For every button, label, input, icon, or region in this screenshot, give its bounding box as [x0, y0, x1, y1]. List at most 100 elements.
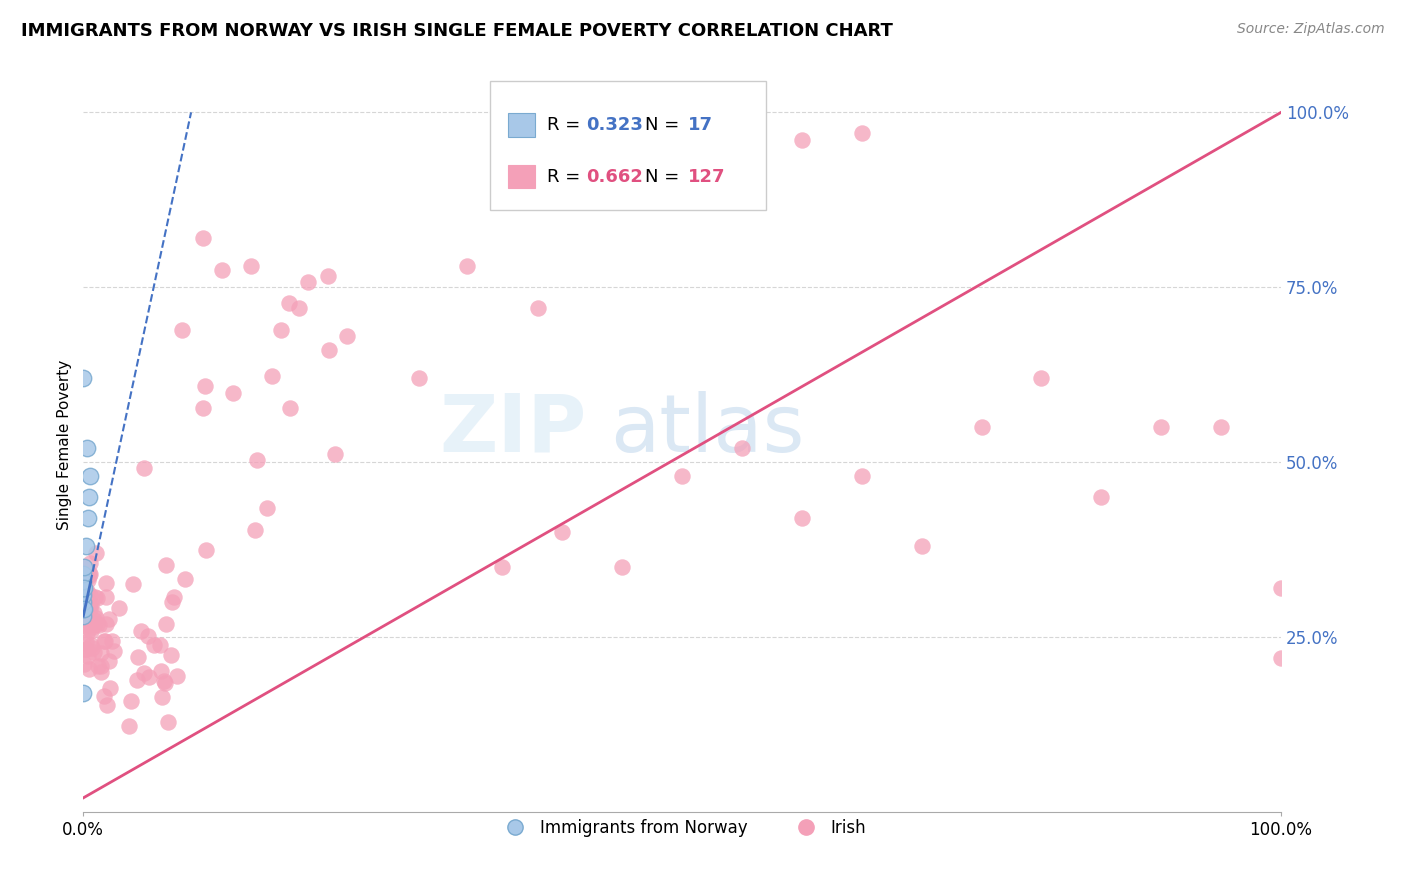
Point — [491, 560, 513, 574]
Legend: Immigrants from Norway, Irish: Immigrants from Norway, Irish — [491, 813, 873, 844]
Point — [75, 609, 97, 624]
Point — [166, 669, 188, 683]
Point — [245, 453, 267, 467]
Point — [456, 260, 478, 274]
Point — [72, 609, 94, 624]
Point — [277, 295, 299, 310]
Point — [84, 546, 107, 560]
Point — [77, 662, 100, 676]
Point — [83, 644, 105, 658]
Point — [612, 560, 634, 574]
Point — [73, 602, 96, 616]
Point — [1270, 581, 1292, 595]
Text: N =: N = — [645, 168, 685, 186]
Point — [76, 441, 98, 455]
Point — [73, 602, 96, 616]
Y-axis label: Single Female Poverty: Single Female Poverty — [58, 359, 72, 530]
Point — [96, 575, 118, 590]
Point — [222, 386, 245, 401]
Point — [851, 469, 873, 483]
Point — [97, 612, 120, 626]
Point — [790, 133, 813, 147]
Point — [152, 673, 174, 688]
Point — [336, 329, 359, 343]
Text: R =: R = — [547, 168, 586, 186]
Point — [1270, 651, 1292, 665]
Point — [527, 301, 550, 316]
Point — [149, 664, 172, 678]
Point — [84, 611, 107, 625]
Point — [76, 625, 98, 640]
FancyBboxPatch shape — [491, 81, 766, 210]
Point — [194, 379, 217, 393]
Point — [72, 567, 94, 582]
Point — [77, 649, 100, 664]
Point — [72, 602, 94, 616]
Point — [76, 612, 98, 626]
Point — [172, 323, 194, 337]
Point — [731, 441, 754, 455]
Point — [157, 715, 180, 730]
Point — [83, 617, 105, 632]
Point — [90, 658, 112, 673]
Point — [87, 659, 110, 673]
Point — [76, 599, 98, 614]
Point — [297, 275, 319, 289]
Point — [93, 634, 115, 648]
Point — [243, 523, 266, 537]
Point — [73, 560, 96, 574]
Point — [118, 719, 141, 733]
Point — [239, 260, 262, 274]
Point — [132, 665, 155, 680]
Point — [551, 525, 574, 540]
Text: ZIP: ZIP — [439, 391, 586, 469]
Point — [101, 634, 124, 648]
Point — [262, 369, 284, 384]
Point — [84, 591, 107, 605]
Point — [80, 620, 103, 634]
Text: R =: R = — [547, 116, 586, 134]
Point — [72, 588, 94, 602]
Point — [93, 689, 115, 703]
Text: 0.323: 0.323 — [586, 116, 643, 134]
Point — [87, 617, 110, 632]
Point — [122, 577, 145, 591]
Point — [155, 676, 177, 690]
Point — [278, 401, 301, 415]
Point — [1031, 371, 1053, 385]
Point — [75, 566, 97, 581]
Point — [75, 606, 97, 620]
Point — [79, 602, 101, 616]
Point — [173, 573, 195, 587]
Point — [103, 643, 125, 657]
Point — [98, 681, 121, 695]
Point — [72, 561, 94, 575]
Point — [75, 539, 97, 553]
Point — [94, 590, 117, 604]
Point — [77, 511, 100, 525]
Text: IMMIGRANTS FROM NORWAY VS IRISH SINGLE FEMALE POVERTY CORRELATION CHART: IMMIGRANTS FROM NORWAY VS IRISH SINGLE F… — [21, 22, 893, 40]
Point — [731, 127, 754, 141]
Point — [851, 127, 873, 141]
Bar — [509, 113, 534, 137]
Point — [75, 635, 97, 649]
Point — [211, 263, 233, 277]
Text: atlas: atlas — [610, 391, 804, 469]
Text: Source: ZipAtlas.com: Source: ZipAtlas.com — [1237, 22, 1385, 37]
Point — [155, 617, 177, 632]
Point — [195, 543, 218, 558]
Point — [72, 686, 94, 700]
Point — [1090, 490, 1112, 504]
Point — [256, 501, 278, 516]
Point — [150, 690, 173, 705]
Point — [79, 556, 101, 570]
Point — [127, 650, 149, 665]
Point — [155, 558, 177, 572]
Point — [77, 615, 100, 629]
Point — [160, 595, 183, 609]
Point — [790, 511, 813, 525]
Point — [323, 447, 346, 461]
Point — [191, 231, 214, 245]
Point — [75, 619, 97, 633]
Point — [148, 638, 170, 652]
